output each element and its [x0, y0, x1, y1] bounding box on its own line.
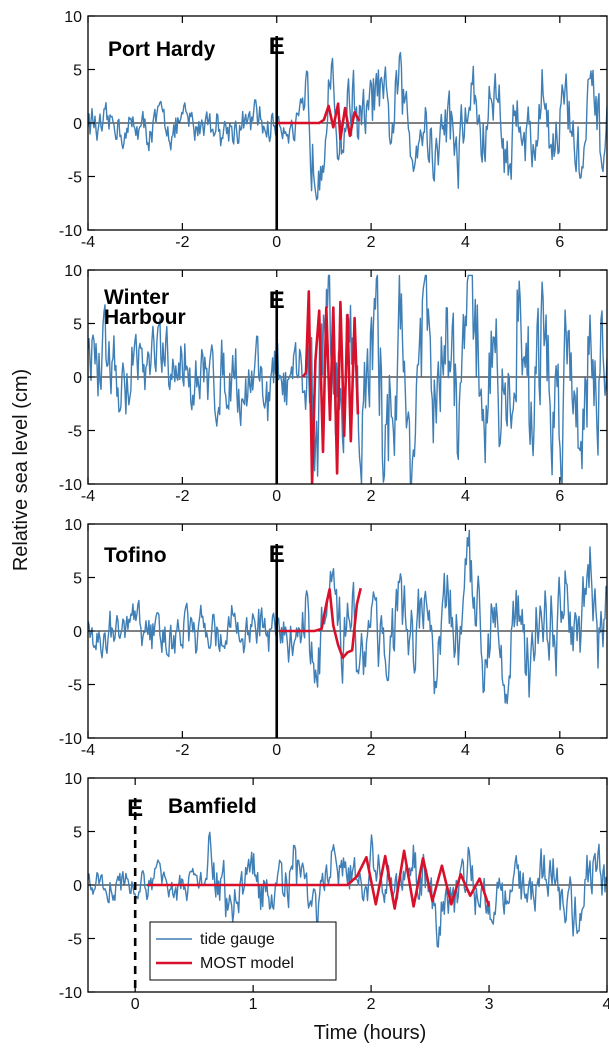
- y-tick-label: -5: [68, 424, 82, 441]
- x-tick-label: -2: [175, 488, 189, 505]
- event-marker-label: E: [269, 541, 285, 568]
- y-tick-label: -10: [59, 223, 82, 240]
- most-model-series: [147, 851, 489, 909]
- y-tick-label: -10: [59, 477, 82, 494]
- x-tick-label: 2: [367, 488, 376, 505]
- y-tick-label: 0: [73, 624, 82, 641]
- y-tick-label: 0: [73, 370, 82, 387]
- y-axis-label: Relative sea level (cm): [10, 369, 32, 571]
- x-tick-label: -2: [175, 234, 189, 251]
- x-tick-label: -4: [81, 742, 95, 759]
- chart-panel-1: E 10 5 0 -5 -10-4 -2 0 2 4 6 Winter Harbour: [59, 263, 607, 505]
- event-marker-label: E: [269, 287, 285, 314]
- y-tick-label: 10: [64, 263, 82, 280]
- y-tick-label: 10: [64, 517, 82, 534]
- x-tick-label: 0: [272, 488, 281, 505]
- x-tick-label: -4: [81, 234, 95, 251]
- y-tick-label: -5: [68, 932, 82, 949]
- x-tick-label: -2: [175, 742, 189, 759]
- station-label: Tofino: [104, 544, 167, 567]
- y-tick-label: 5: [73, 571, 82, 588]
- legend-label: MOST model: [200, 955, 294, 972]
- station-label: Bamfield: [168, 795, 257, 818]
- x-tick-label: 6: [555, 234, 564, 251]
- y-tick-label: -5: [68, 678, 82, 695]
- y-tick-label: 5: [73, 825, 82, 842]
- x-tick-label: 2: [367, 234, 376, 251]
- y-tick-label: -5: [68, 170, 82, 187]
- x-tick-label: 2: [367, 742, 376, 759]
- y-tick-label: 10: [64, 771, 82, 788]
- y-tick-label: 5: [73, 63, 82, 80]
- station-label: Winter Harbour: [104, 286, 186, 329]
- y-tick-label: 0: [73, 116, 82, 133]
- x-tick-label: 4: [461, 742, 470, 759]
- x-tick-label: 0: [131, 996, 140, 1013]
- y-tick-label: -10: [59, 985, 82, 1002]
- x-tick-label: 1: [249, 996, 258, 1013]
- x-tick-label: -4: [81, 488, 95, 505]
- legend-label: tide gauge: [200, 931, 275, 948]
- y-tick-label: 5: [73, 317, 82, 334]
- x-tick-label: 6: [555, 488, 564, 505]
- x-tick-label: 0: [272, 234, 281, 251]
- x-tick-label: 4: [461, 234, 470, 251]
- x-axis-label: Time (hours): [314, 1022, 427, 1044]
- chart-panel-0: E 10 5 0 -5 -10-4 -2 0 2 4 6 Port Hardy: [59, 9, 607, 251]
- x-tick-label: 3: [485, 996, 494, 1013]
- y-tick-label: 0: [73, 878, 82, 895]
- x-tick-label: 2: [367, 996, 376, 1013]
- x-tick-label: 0: [272, 742, 281, 759]
- legend: tide gauge MOST model: [150, 922, 336, 980]
- y-tick-label: -10: [59, 731, 82, 748]
- event-marker-label: E: [269, 33, 285, 60]
- y-tick-label: 10: [64, 9, 82, 26]
- x-tick-label: 4: [603, 996, 609, 1013]
- x-tick-label: 6: [555, 742, 564, 759]
- x-tick-label: 4: [461, 488, 470, 505]
- station-label: Port Hardy: [108, 38, 216, 61]
- chart-panel-2: E 10 5 0 -5 -10-4 -2 0 2 4 6 Tofino: [59, 517, 607, 759]
- event-marker-label: E: [127, 795, 143, 822]
